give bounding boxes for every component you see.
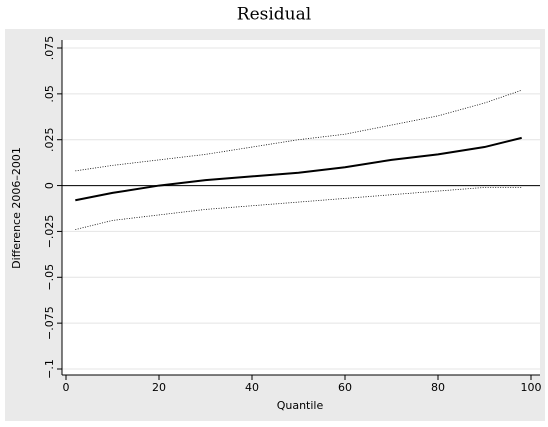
y-tick-label: −.025	[43, 215, 56, 249]
x-axis-title: Quantile	[277, 399, 324, 412]
x-tick-label: 100	[521, 381, 542, 394]
plot-area	[62, 40, 540, 375]
y-tick-label: .05	[43, 85, 56, 103]
x-tick-label: 0	[63, 381, 70, 394]
series-line	[75, 187, 522, 230]
y-tick-label: −.075	[43, 306, 56, 340]
series-line	[75, 136, 522, 202]
y-tick-label: .075	[43, 36, 56, 61]
chart-title: Residual	[237, 5, 311, 25]
y-tick-label: 0	[43, 182, 56, 189]
series-line	[75, 89, 522, 172]
y-tick-label: .025	[43, 127, 56, 152]
x-tick-label: 20	[152, 381, 166, 394]
y-tick-label: −.1	[43, 359, 56, 379]
x-tick-label: 60	[338, 381, 352, 394]
x-tick-label: 40	[245, 381, 259, 394]
x-tick-label: 80	[431, 381, 445, 394]
y-tick-label: −.05	[43, 264, 56, 291]
y-axis-title: Difference 2006–2001	[10, 147, 23, 269]
